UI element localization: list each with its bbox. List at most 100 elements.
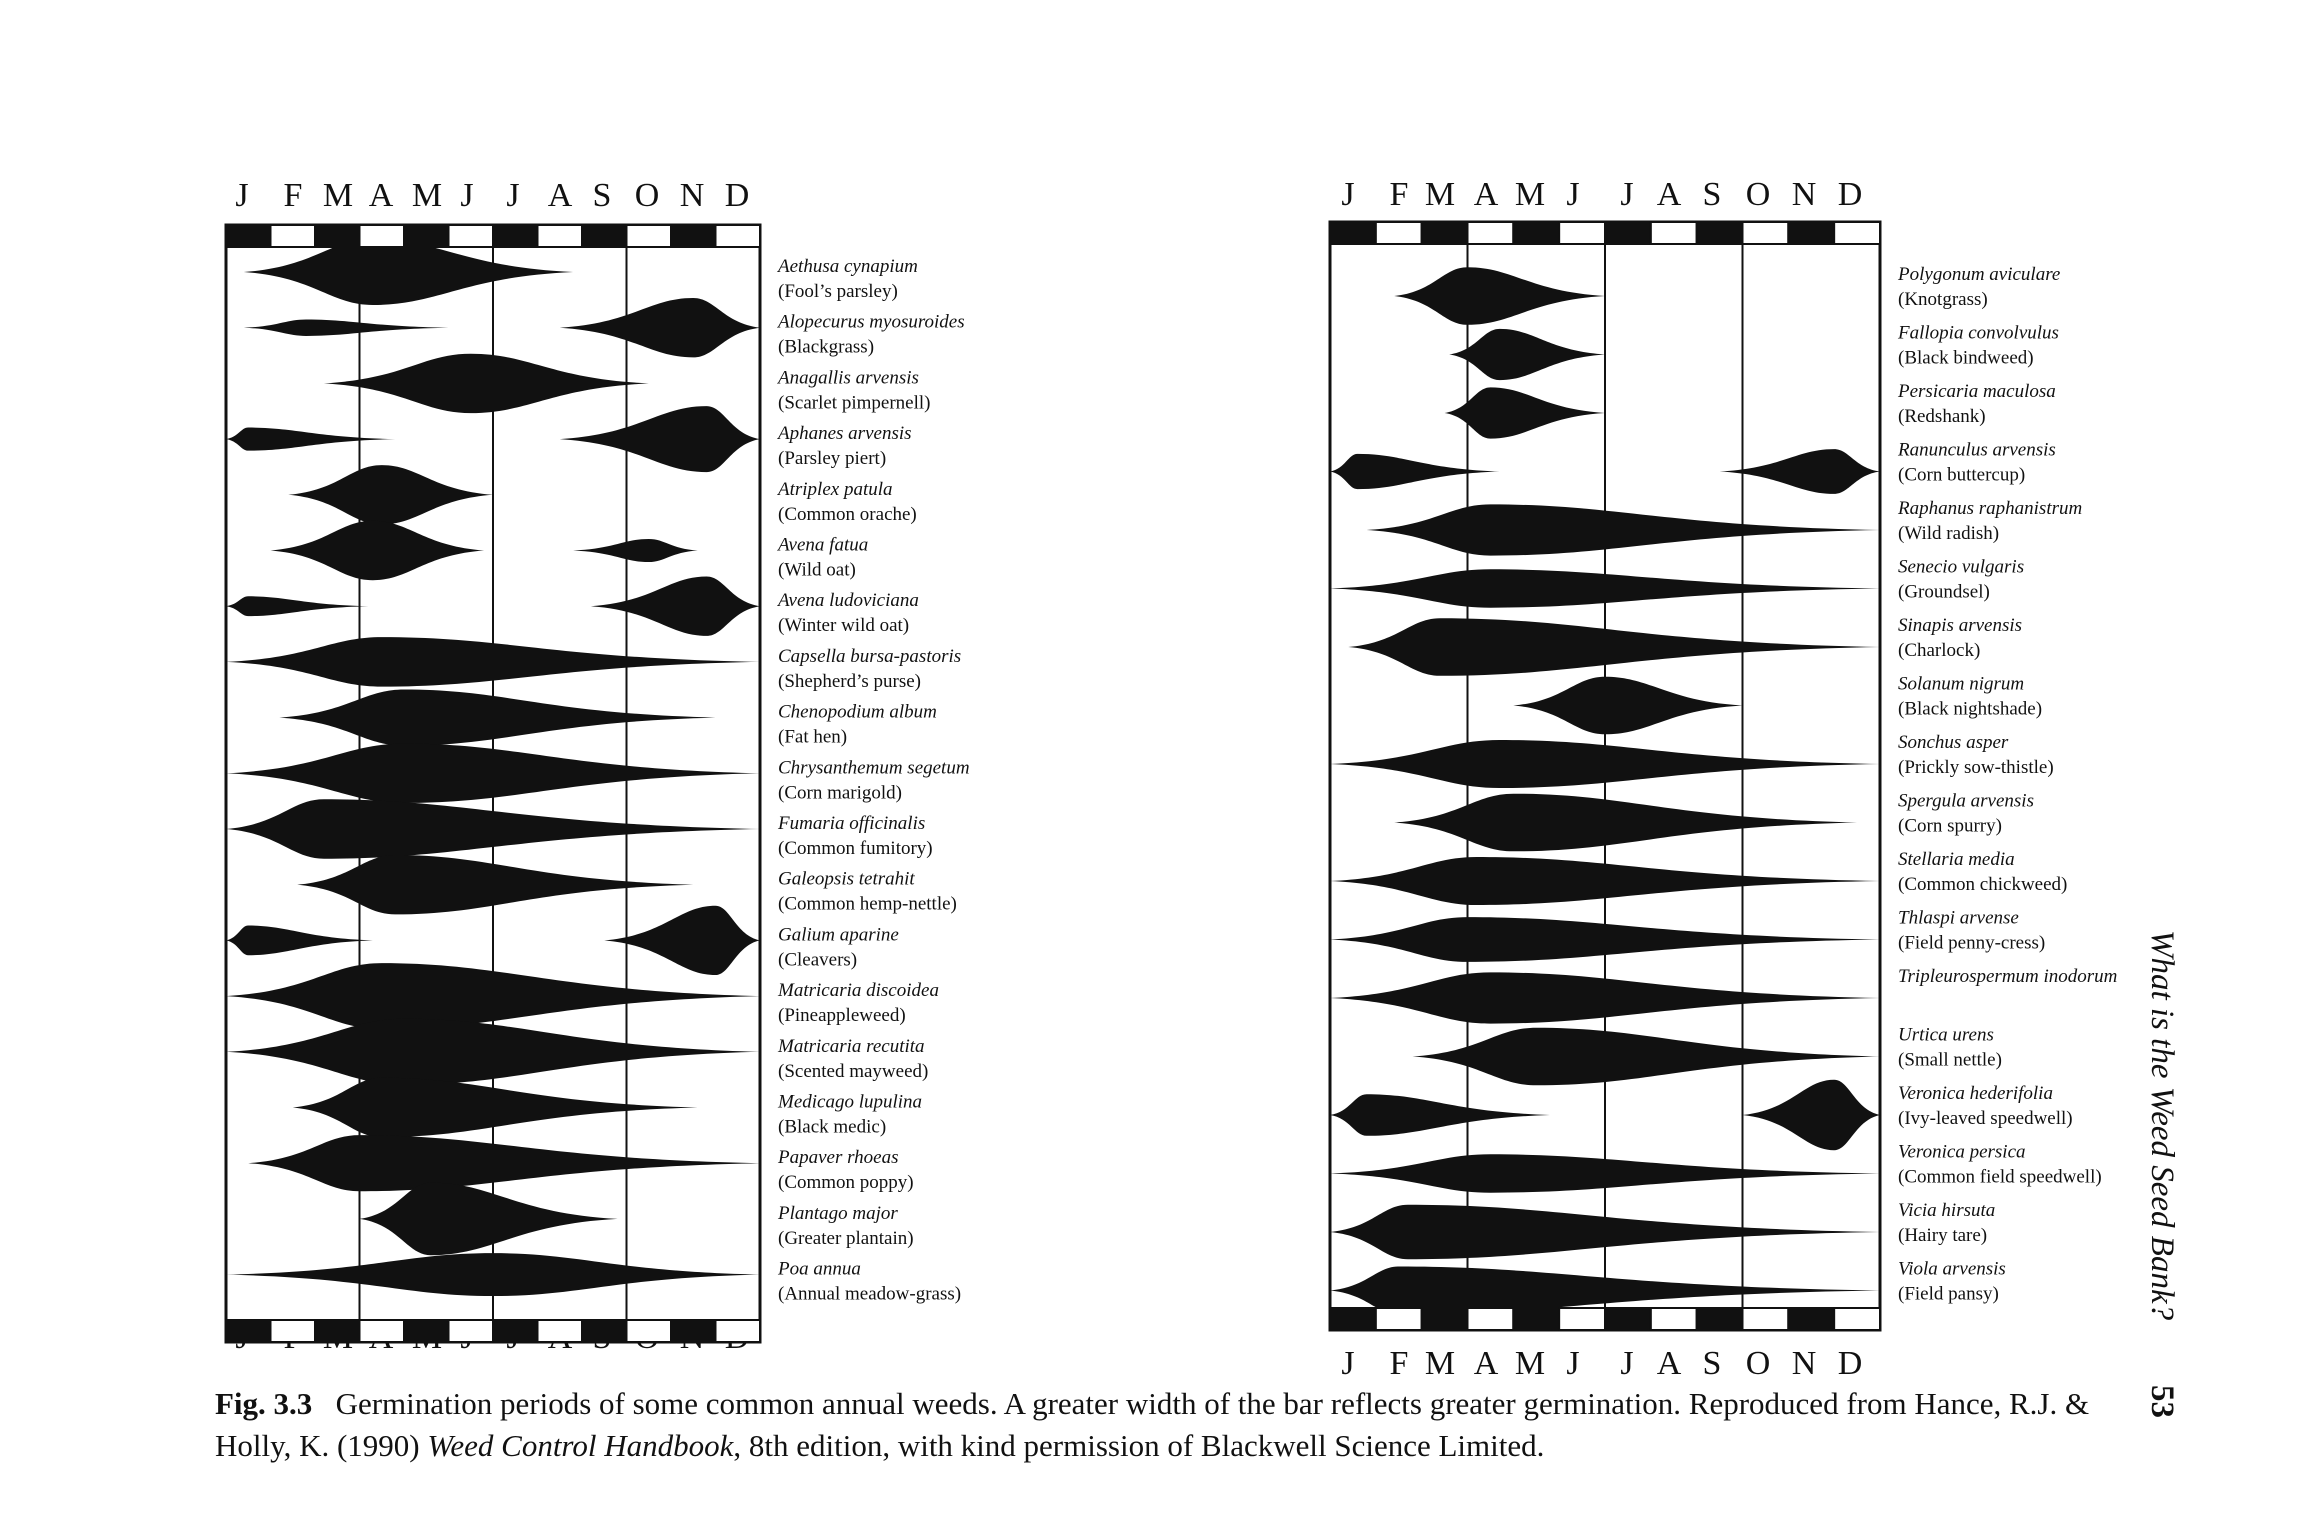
left-species-latin: Anagallis arvensis	[776, 367, 919, 388]
right-species-latin: Veronica hederifolia	[1898, 1083, 2053, 1104]
right-species-common: (Small nettle)	[1898, 1050, 2002, 1071]
left-species-common: (Shepherd’s purse)	[778, 671, 921, 692]
left-species-common: (Annual meadow-grass)	[778, 1284, 961, 1305]
left-germination-bar	[243, 239, 574, 305]
left-month-strip-cell	[625, 1319, 672, 1343]
running-head: What is the Weed Seed Bank?	[2144, 930, 2180, 1321]
left-month-strip-cell	[714, 1319, 761, 1343]
right-species-common: (Black nightshade)	[1898, 699, 2042, 720]
right-month-label-top: S	[1703, 176, 1722, 213]
left-month-strip-cell	[269, 1319, 316, 1343]
right-month-label-bottom: J	[1620, 1345, 1633, 1382]
right-month-strip-cell	[1329, 221, 1377, 245]
left-species-latin: Plantago major	[777, 1203, 898, 1224]
left-month-strip-cell	[358, 224, 405, 248]
right-germination-bar	[1366, 504, 1880, 556]
left-germination-bar	[226, 1253, 760, 1297]
left-month-label-top: F	[284, 177, 303, 214]
right-species-latin: Viola arvensis	[1898, 1259, 2006, 1280]
left-month-strip-cell	[670, 224, 717, 248]
right-germination-bar	[1742, 1079, 1880, 1151]
left-month-label-top: J	[506, 177, 519, 214]
left-germination-bar	[270, 520, 485, 581]
right-month-strip-cell	[1558, 1307, 1606, 1331]
right-month-label-top: J	[1566, 176, 1579, 213]
right-month-strip-cell	[1604, 221, 1652, 245]
left-month-label-top: M	[412, 177, 442, 214]
page-number: 53	[2144, 1385, 2180, 1418]
left-germination-bar	[590, 576, 760, 636]
right-month-label-bottom: D	[1838, 1345, 1863, 1382]
right-month-strip-cell	[1695, 221, 1744, 245]
right-germination-bar	[1513, 676, 1743, 735]
right-month-label-bottom: N	[1792, 1345, 1817, 1382]
left-species-latin: Avena fatua	[776, 535, 868, 556]
left-month-strip-cell	[581, 1319, 628, 1343]
right-species-latin: Spergula arvensis	[1898, 791, 2034, 812]
right-germination-bar	[1394, 793, 1858, 852]
left-germination-bar	[559, 298, 760, 358]
right-month-strip-cell	[1420, 221, 1469, 245]
right-month-label-top: D	[1838, 176, 1863, 213]
right-species-latin: Solanum nigrum	[1898, 674, 2024, 695]
right-species-latin: Veronica persica	[1898, 1142, 2026, 1163]
right-month-label-top: J	[1341, 176, 1354, 213]
left-month-strip-cell	[447, 1319, 494, 1343]
right-species-common: (Field penny-cress)	[1898, 933, 2045, 954]
right-germination-bar	[1330, 1266, 1880, 1315]
left-month-label-top: N	[680, 177, 705, 214]
right-month-strip-cell	[1695, 1307, 1744, 1331]
left-species-common: (Greater plantain)	[778, 1228, 914, 1249]
right-month-strip-bottom	[1329, 1307, 1881, 1331]
right-month-label-bottom: M	[1515, 1345, 1545, 1382]
right-species-common: (Wild radish)	[1898, 523, 1999, 544]
caption-label: Fig. 3.3	[215, 1386, 313, 1421]
left-species-common: (Fat hen)	[778, 727, 847, 748]
left-month-strip-cell	[225, 1319, 272, 1343]
left-month-strip-cell	[492, 224, 539, 248]
left-month-label-top: D	[725, 177, 750, 214]
right-species-latin: Fallopia convolvulus	[1897, 323, 2059, 344]
right-species-common: (Field pansy)	[1898, 1284, 1999, 1305]
left-germination-bar	[604, 905, 760, 976]
right-month-strip-cell	[1466, 221, 1515, 245]
left-species-latin: Matricaria recutita	[777, 1036, 925, 1057]
left-species-latin: Aethusa cynapium	[776, 256, 918, 277]
right-month-strip-cell	[1329, 1307, 1377, 1331]
right-month-strip-cell	[1741, 1307, 1790, 1331]
right-germination-bar	[1330, 1154, 1880, 1193]
left-species-common: (Corn marigold)	[778, 782, 902, 803]
right-species-common: (Hairy tare)	[1898, 1225, 1987, 1246]
left-germination-bar	[292, 1077, 698, 1138]
left-germination-bar	[279, 689, 716, 746]
right-species-latin: Sinapis arvensis	[1898, 615, 2022, 636]
right-germination-bar	[1330, 569, 1880, 608]
left-germination-bar	[323, 353, 649, 414]
left-species-latin: Poa annua	[777, 1259, 861, 1280]
right-month-strip-cell	[1833, 221, 1881, 245]
left-month-label-top: A	[369, 177, 394, 214]
right-species-latin: Polygonum aviculare	[1897, 264, 2060, 285]
left-species-common: (Cleavers)	[778, 949, 857, 970]
left-month-strip-cell	[492, 1319, 539, 1343]
left-species-latin: Galeopsis tetrahit	[778, 869, 915, 890]
left-species-latin: Aphanes arvensis	[776, 423, 912, 444]
caption-book-title: Weed Control Handbook	[427, 1428, 734, 1463]
right-germination-bar	[1330, 1204, 1880, 1260]
left-month-label-top: O	[635, 177, 660, 214]
right-month-label-top: O	[1746, 176, 1771, 213]
right-month-label-bottom: J	[1566, 1345, 1579, 1382]
right-species-common: (Black bindweed)	[1898, 348, 2034, 369]
caption-text-end: , 8th edition, with kind permission of B…	[733, 1428, 1545, 1463]
right-month-label-bottom: F	[1390, 1345, 1409, 1382]
right-species-common: (Charlock)	[1898, 640, 1980, 661]
right-germination-bar	[1394, 267, 1605, 325]
left-germination-bar	[297, 855, 694, 915]
left-species-latin: Atriplex patula	[776, 479, 893, 500]
left-month-label-top: J	[235, 177, 248, 214]
right-month-strip-cell	[1741, 221, 1790, 245]
left-month-strip-cell	[581, 224, 628, 248]
right-species-latin: Senecio vulgaris	[1898, 557, 2024, 578]
left-month-label-top: J	[460, 177, 473, 214]
